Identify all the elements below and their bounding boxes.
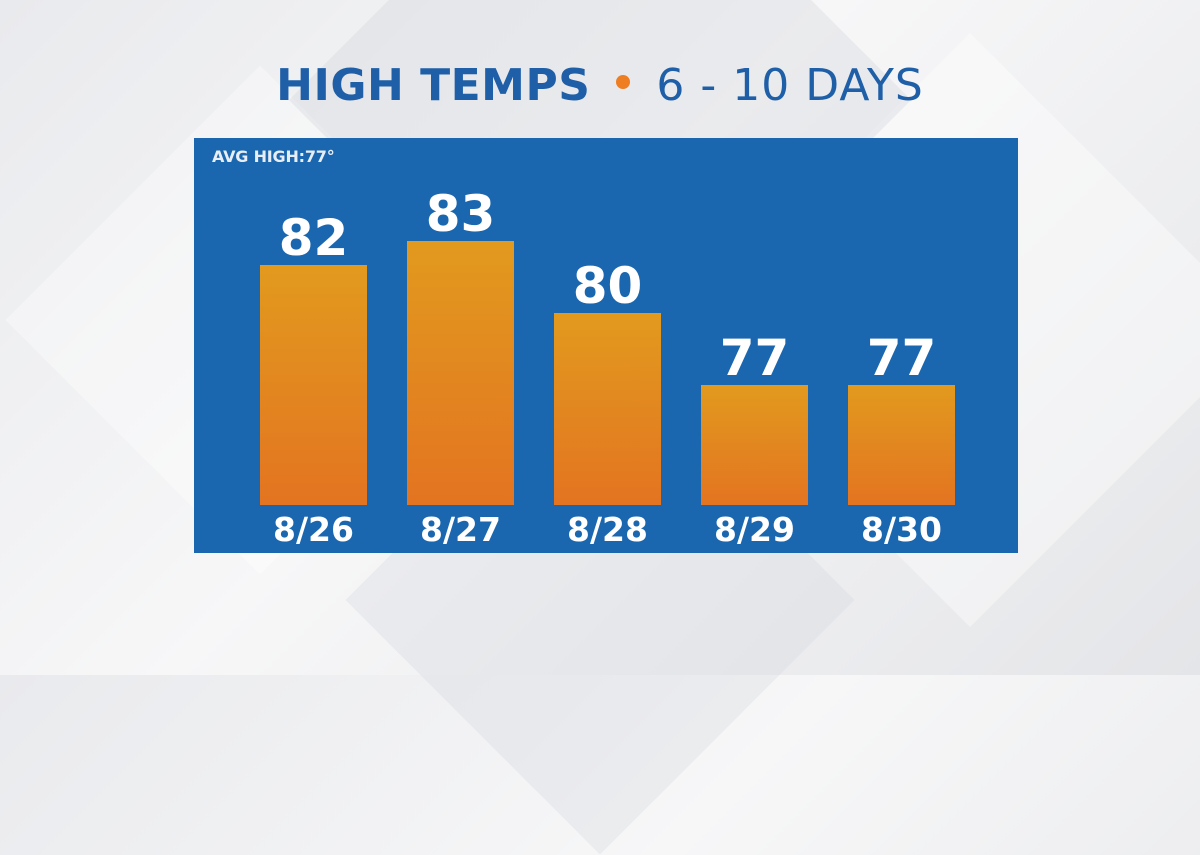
bar-chart: 82 8/26 83 8/27 80 8/28 77 8/29 77 8/30: [260, 185, 955, 549]
bar-8/28: [554, 313, 661, 505]
bar-8/29: [701, 385, 808, 505]
bar-value-label: 82: [279, 209, 349, 267]
title-separator-dot: [616, 75, 631, 89]
category-label: 8/28: [567, 510, 648, 549]
chart-title-subtitle: 6 - 10 DAYS: [656, 60, 924, 111]
bar-8/27: [407, 241, 514, 505]
bar-8/30: [848, 385, 955, 505]
bar-value-label: 77: [720, 329, 790, 387]
category-label: 8/27: [420, 510, 501, 549]
average-high-annotation: AVG HIGH:77°: [212, 147, 335, 166]
chart-panel: AVG HIGH:77° 82 8/26 83 8/27 80 8/28 77 8/29 77 8…: [194, 138, 1018, 553]
category-label: 8/30: [861, 510, 942, 549]
category-label: 8/29: [714, 510, 795, 549]
bar-value-label: 77: [867, 329, 937, 387]
bar-value-label: 80: [573, 257, 643, 315]
bar-value-label: 83: [426, 185, 496, 243]
bar-8/26: [260, 265, 367, 505]
category-label: 8/26: [273, 510, 354, 549]
chart-title: HIGH TEMPS 6 - 10 DAYS: [0, 56, 1200, 116]
chart-title-main: HIGH TEMPS: [276, 60, 591, 111]
